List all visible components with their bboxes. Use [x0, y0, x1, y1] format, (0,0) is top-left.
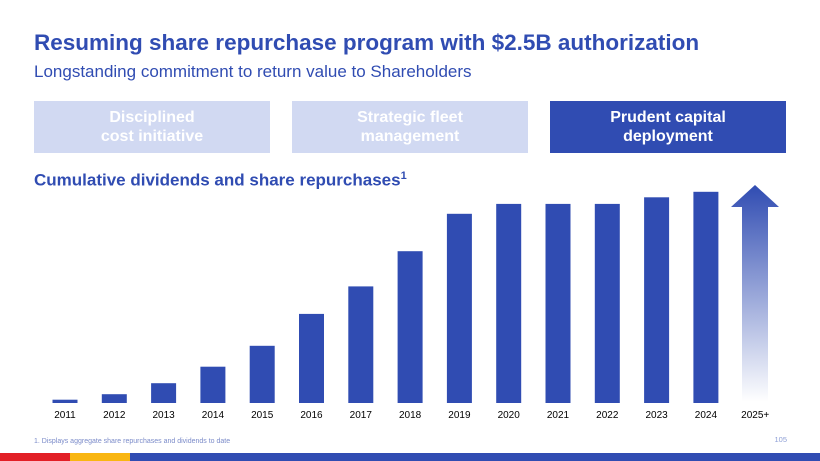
bar-2013	[151, 383, 177, 403]
x-tick-label: 2020	[498, 410, 521, 421]
x-tick-label: 2011	[54, 410, 76, 421]
x-tick-label: 2023	[645, 410, 668, 421]
x-tick-label: 2012	[103, 410, 126, 421]
x-tick-label: 2022	[596, 410, 619, 421]
chart-title: Cumulative dividends and share repurchas…	[34, 170, 407, 191]
bar-2021	[545, 203, 571, 403]
bar-2012	[101, 394, 127, 403]
x-tick-label: 2024	[695, 410, 718, 421]
pillar-cost-initiative: Disciplined cost initiative	[34, 101, 270, 153]
footnote-marker: 1	[400, 170, 407, 182]
brand-stripe	[0, 453, 820, 461]
pillar-capital-deployment: Prudent capital deployment	[550, 101, 786, 153]
bar-2022	[594, 203, 620, 403]
x-tick-label: 2018	[399, 410, 422, 421]
bar-2018	[397, 251, 423, 403]
bar-2011	[52, 399, 78, 403]
x-tick-label: 2016	[300, 410, 323, 421]
slide-title: Resuming share repurchase program with $…	[34, 30, 700, 55]
x-tick-label: 2013	[152, 410, 175, 421]
x-tick-label: 2021	[547, 410, 570, 421]
bar-2020	[496, 203, 522, 403]
bar-2016	[299, 313, 324, 403]
page-number: 105	[774, 435, 787, 444]
footnote: 1. Displays aggregate share repurchases …	[34, 438, 231, 445]
bar-2023	[644, 197, 670, 403]
chart-title-text: Cumulative dividends and share repurchas…	[34, 170, 401, 190]
x-tick-label: 2014	[202, 410, 225, 421]
x-tick-label: 2015	[251, 410, 274, 421]
growth-arrow	[731, 185, 779, 402]
x-tick-label: 2025+	[741, 410, 769, 421]
bar-2015	[249, 345, 275, 403]
pillar-fleet-management: Strategic fleet management	[292, 101, 528, 153]
bar-2014	[200, 366, 226, 403]
x-tick-label: 2017	[350, 410, 373, 421]
slide-subtitle: Longstanding commitment to return value …	[34, 62, 472, 81]
x-tick-label: 2019	[448, 410, 471, 421]
bar-2024	[693, 191, 719, 403]
bar-2017	[348, 286, 374, 403]
bar-2019	[446, 213, 472, 403]
